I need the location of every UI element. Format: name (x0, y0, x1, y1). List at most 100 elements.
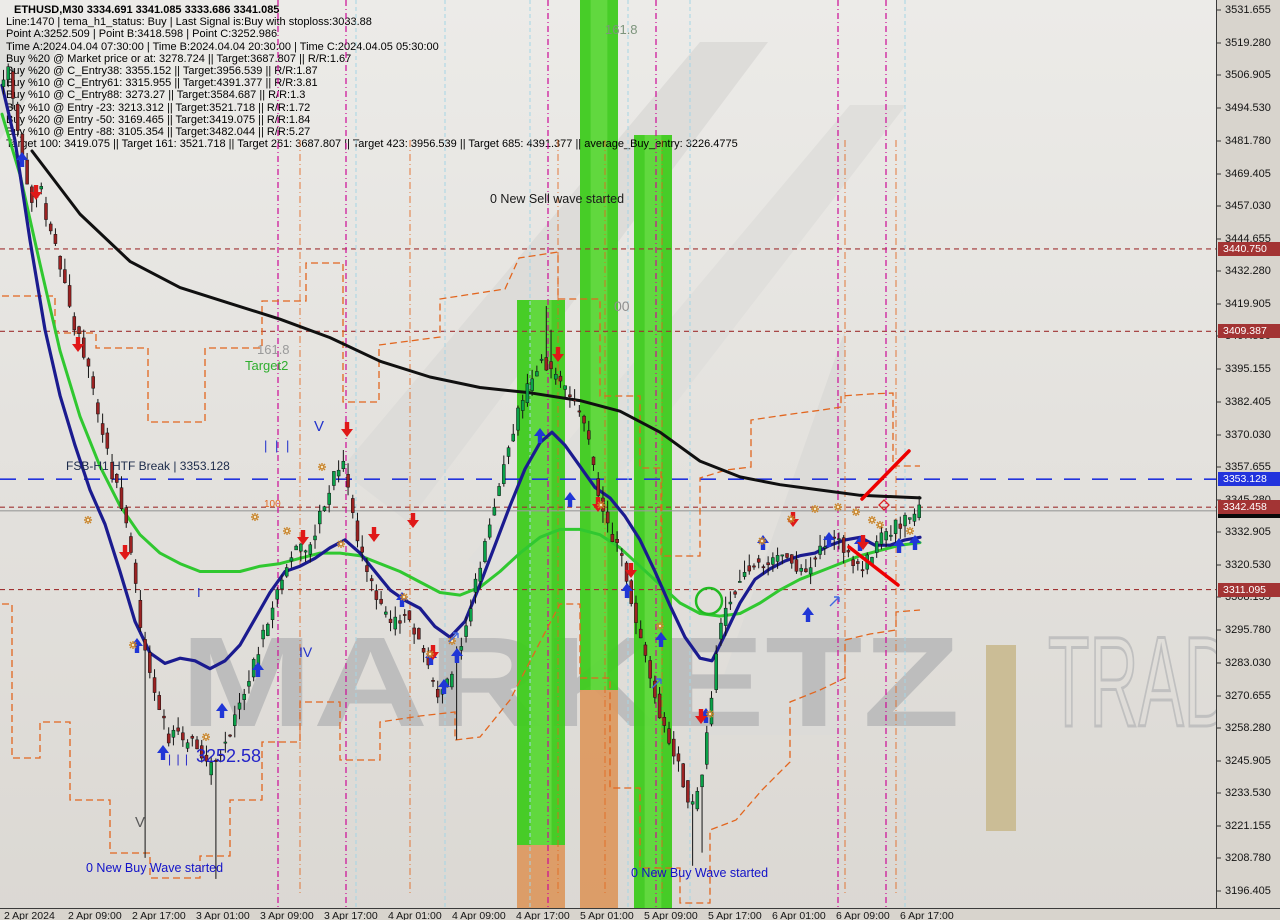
info-line-3: Time A:2024.04.04 07:30:00 | Time B:2024… (6, 40, 439, 53)
time-axis[interactable]: 2 Apr 2024 2 Apr 09:00 2 Apr 17:00 3 Apr 01… (0, 908, 1280, 920)
red-trendline (847, 545, 900, 587)
price-axis-label: 3357.655 (1225, 461, 1271, 474)
price-axis[interactable]: 3531.655 3519.280 3506.905 3494.530 3481.780… (1216, 0, 1280, 908)
sell-arrow-icon (341, 422, 353, 437)
buy-arrow-icon (823, 532, 835, 547)
price-tick (1217, 107, 1221, 109)
time-axis-label: 2 Apr 09:00 (68, 910, 122, 920)
price-axis-label: 3270.655 (1225, 689, 1271, 702)
price-tick (1217, 401, 1221, 403)
price-axis-label: 3494.530 (1225, 101, 1271, 114)
star-icon (758, 537, 766, 545)
price-axis-label: 3370.030 (1225, 428, 1271, 441)
star-icon (906, 527, 914, 535)
buy-wave-label-2: 0 New Buy Wave started (631, 866, 769, 880)
price-axis-label: 3432.280 (1225, 265, 1271, 278)
time-axis-label: 5 Apr 01:00 (580, 910, 634, 920)
price-axis-label: 3531.655 (1225, 4, 1271, 16)
star-icon (426, 650, 434, 658)
star-icon (876, 521, 884, 529)
star-icon (318, 463, 326, 471)
buy-arrow-icon (216, 703, 228, 718)
time-axis-label: 4 Apr 01:00 (388, 910, 442, 920)
fsb-break-label: FSB-H1 HTF Break | 3353.128 (66, 459, 230, 473)
wave-i-label: I (197, 585, 201, 600)
time-axis-label: 5 Apr 09:00 (644, 910, 698, 920)
time-axis-label: 5 Apr 17:00 (708, 910, 762, 920)
target2-label: Target2 (245, 358, 289, 373)
tan-signal-column (580, 690, 618, 908)
time-axis-label: 2 Apr 17:00 (132, 910, 186, 920)
envelope-bands (2, 251, 921, 904)
lower-band-line (2, 603, 921, 904)
signal-arrows (16, 152, 921, 760)
star-icon (283, 527, 291, 535)
price-axis-label: 3258.280 (1225, 722, 1271, 735)
red-diamond-icon (878, 499, 890, 511)
price-tick (1217, 727, 1221, 729)
info-line-0: ETHUSD,M30 3334.691 3341.085 3333.686 33… (14, 4, 280, 16)
price-axis-label: 3382.405 (1225, 396, 1271, 409)
watermark-bar (986, 645, 1016, 831)
price-axis-label: 3332.905 (1225, 526, 1271, 539)
price-tag-3353.128: 3353.128 (1218, 472, 1280, 487)
price-axis-label: 3506.905 (1225, 69, 1271, 82)
buy-arrow-icon (534, 428, 546, 443)
swing-low-price-label: 3252.58 (196, 746, 262, 766)
price-tick (1217, 466, 1221, 468)
ghost-arrow-icon (829, 596, 840, 607)
price-tick (1217, 596, 1221, 598)
price-tag-3409.387: 3409.387 (1218, 324, 1280, 339)
info-line-8: Buy %10 @ Entry -23: 3213.312 || Target:… (6, 101, 311, 114)
star-icon (811, 505, 819, 513)
price-tick (1217, 434, 1221, 436)
fib-161-label-top: 161.8 (605, 22, 638, 37)
fib-100-small-label: 100 (264, 499, 281, 510)
price-axis-label: 3469.405 (1225, 167, 1271, 180)
time-axis-label: 3 Apr 01:00 (196, 910, 250, 920)
star-icon (868, 516, 876, 524)
price-axis-label: 3457.030 (1225, 200, 1271, 213)
price-tick (1217, 662, 1221, 664)
price-axis-label: 3233.530 (1225, 787, 1271, 800)
price-tick (1217, 74, 1221, 76)
price-axis-label: 3221.155 (1225, 819, 1271, 832)
wave-v-label: V (314, 418, 325, 435)
price-tick (1217, 792, 1221, 794)
info-line-4: Buy %20 @ Market price or at: 3278.724 |… (6, 52, 352, 65)
info-line-1: Line:1470 | tema_h1_status: Buy | Last S… (6, 16, 372, 29)
buy-arrow-icon (893, 538, 905, 553)
chart-canvas[interactable] (0, 0, 1216, 908)
price-tick (1217, 695, 1221, 697)
info-line-11: Target 100: 3419.075 || Target 161: 3521… (6, 138, 738, 151)
fib-161-label: 161.8 (257, 342, 290, 357)
buy-arrow-icon (655, 632, 667, 647)
star-icon (656, 622, 664, 630)
price-tick (1217, 890, 1221, 892)
price-axis-label: 3395.155 (1225, 362, 1271, 375)
star-icon (834, 503, 842, 511)
red-trendline (860, 449, 911, 501)
buy-wave-label-1: 0 New Buy Wave started (86, 861, 224, 875)
price-tick (1217, 564, 1221, 566)
star-icon (400, 593, 408, 601)
info-line-6: Buy %10 @ C_Entry61: 3315.955 || Target:… (6, 77, 318, 90)
elliott-bars-label: | | | (264, 438, 292, 453)
candles-layer (1, 63, 921, 879)
price-tick (1217, 9, 1221, 11)
price-axis-label: 3419.905 (1225, 297, 1271, 310)
info-line-10: Buy %10 @ Entry -88: 3105.354 || Target:… (6, 126, 311, 138)
wave-iv-label: IV (299, 644, 313, 660)
star-icon (251, 513, 259, 521)
buy-arrow-icon (16, 152, 28, 167)
buy-arrow-icon (438, 679, 450, 694)
price-axis-label: 3295.780 (1225, 623, 1271, 636)
price-axis-label: 3196.405 (1225, 885, 1271, 897)
low-ticks-label: | | | (168, 752, 190, 766)
star-icon (852, 508, 860, 516)
price-tick (1217, 760, 1221, 762)
buy-arrow-icon (252, 662, 264, 677)
buy-arrow-icon (564, 492, 576, 507)
